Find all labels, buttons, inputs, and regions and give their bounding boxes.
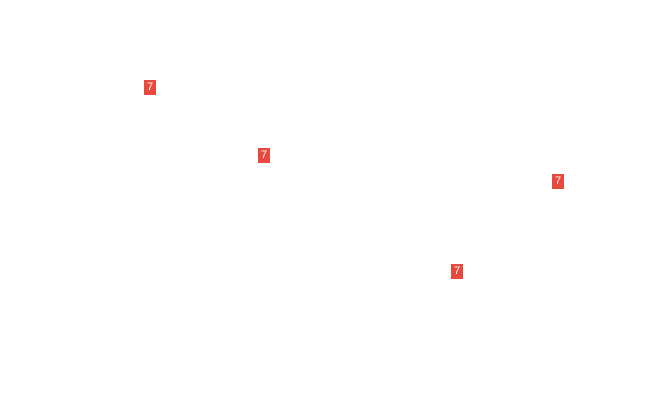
- som-mark-badge-3[interactable]: 7: [552, 174, 564, 189]
- som-mark-badge-1[interactable]: 7: [144, 80, 156, 95]
- som-mark-badge-4[interactable]: 7: [451, 264, 463, 279]
- som-mark-badge-2[interactable]: 7: [258, 148, 270, 163]
